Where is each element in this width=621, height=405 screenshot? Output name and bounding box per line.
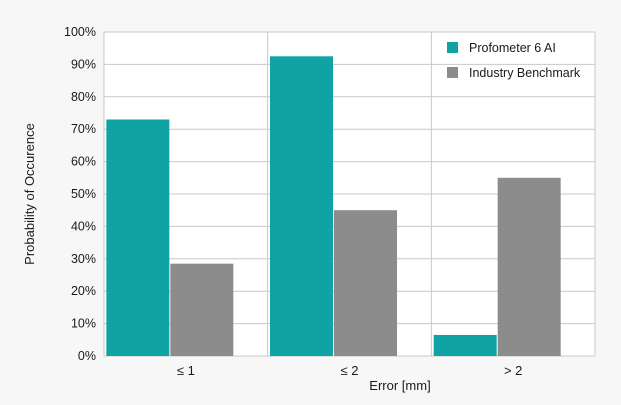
y-axis-label: Probability of Occurence <box>22 123 37 265</box>
bar-profometer-6-ai <box>433 334 497 356</box>
y-tick-label: 40% <box>71 219 96 233</box>
x-tick-label: ≤ 2 <box>341 363 359 378</box>
legend-label: Industry Benchmark <box>469 66 581 80</box>
y-tick-label: 30% <box>71 252 96 266</box>
legend-swatch <box>447 42 458 53</box>
x-axis-label: Error [mm] <box>369 378 430 393</box>
x-axis-ticks: ≤ 1 ≤ 2 > 2 <box>177 363 523 378</box>
y-tick-label: 90% <box>71 57 96 71</box>
y-tick-label: 80% <box>71 90 96 104</box>
bar-industry-benchmark <box>497 177 561 356</box>
bar-industry-benchmark <box>170 263 234 356</box>
bar-profometer-6-ai <box>106 119 170 356</box>
y-tick-label: 70% <box>71 122 96 136</box>
y-tick-label: 100% <box>64 25 96 39</box>
y-tick-label: 10% <box>71 317 96 331</box>
x-tick-label: > 2 <box>504 363 522 378</box>
y-tick-label: 50% <box>71 187 96 201</box>
y-tick-label: 0% <box>78 349 96 363</box>
y-axis-ticks: 0% 10% 20% 30% 40% 50% 60% 70% 80% 90% 100% <box>64 25 96 363</box>
legend: Profometer 6 AI Industry Benchmark <box>447 41 581 80</box>
legend-label: Profometer 6 AI <box>469 41 556 55</box>
bar-industry-benchmark <box>334 210 397 356</box>
bars <box>106 56 561 357</box>
y-tick-label: 60% <box>71 155 96 169</box>
y-tick-label: 20% <box>71 284 96 298</box>
legend-swatch <box>447 67 458 78</box>
x-tick-label: ≤ 1 <box>177 363 195 378</box>
bar-profometer-6-ai <box>270 56 333 357</box>
